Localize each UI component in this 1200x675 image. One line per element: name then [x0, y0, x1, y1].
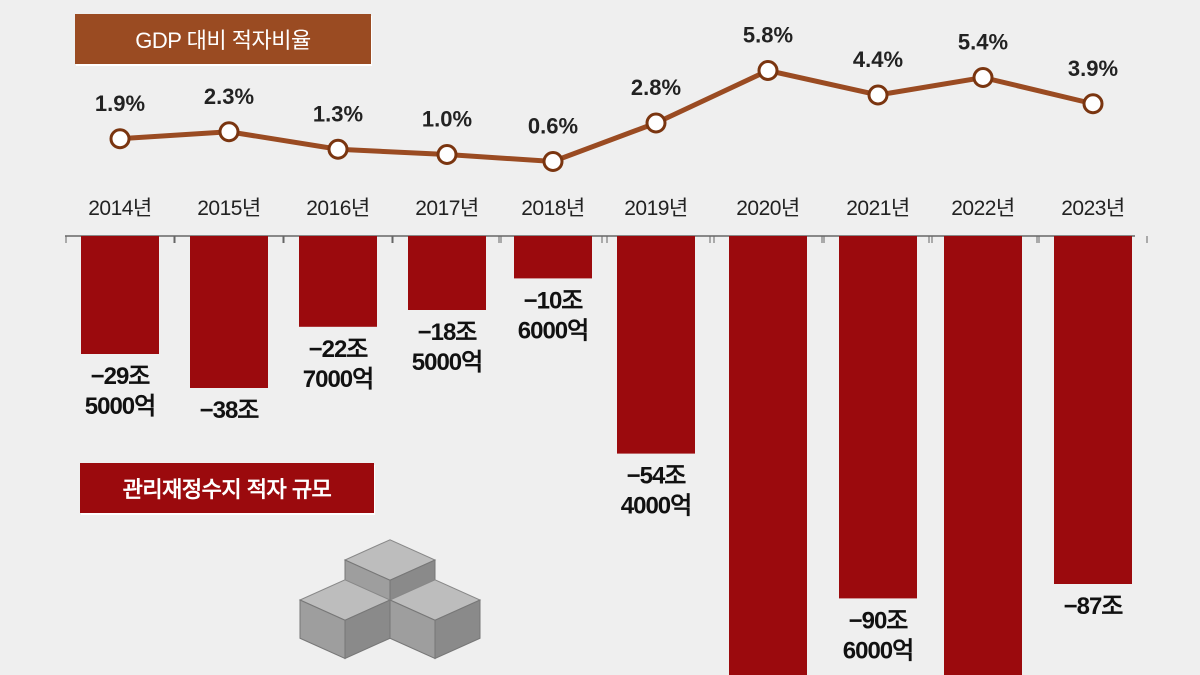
labels-group: −29조 5000억 −38조 −22조 7000억 −18조 5000억 −10조 6000억… — [85, 23, 1126, 665]
bar-data-label: 6000억 — [843, 637, 913, 664]
x-tick-label: 2015년 — [197, 197, 261, 220]
x-tick-label: 2021년 — [846, 197, 910, 220]
line-point-2015년 — [218, 121, 240, 143]
gdp-ratio-line — [119, 67, 1094, 165]
line-group — [109, 60, 1104, 172]
x-tick-label: 2019년 — [624, 197, 688, 220]
line-data-label: 5.8% — [743, 23, 793, 48]
line-chart-title: GDP 대비 적자비율 — [75, 14, 371, 64]
bar-2015년 — [190, 236, 268, 388]
bar-2017년 — [408, 236, 486, 310]
line-data-label: 2.8% — [631, 75, 681, 100]
line-point-2016년 — [327, 138, 349, 160]
line-data-label: 1.3% — [313, 101, 363, 126]
x-tick-label: 2018년 — [521, 197, 585, 220]
line-point-2018년 — [542, 151, 564, 172]
bars-group — [65, 236, 1148, 675]
line-data-label: 2.3% — [204, 84, 254, 109]
line-data-label: 4.4% — [853, 47, 903, 72]
bar-data-label: −22조 — [309, 336, 369, 363]
line-data-label: 1.9% — [95, 91, 145, 116]
x-tick-label: 2023년 — [1061, 197, 1125, 220]
bar-data-label: −10조 — [524, 287, 584, 314]
bar-data-label: 6000억 — [518, 317, 588, 344]
money-bundle-right — [434, 599, 481, 660]
line-data-label: 5.4% — [958, 30, 1008, 55]
bar-data-label: 5000억 — [412, 349, 482, 376]
money-stack-illustration — [298, 539, 482, 660]
x-tick-label: 2016년 — [306, 197, 370, 220]
x-tick-label: 2014년 — [88, 197, 152, 220]
line-point-2019년 — [645, 112, 667, 134]
line-point-2023년 — [1082, 93, 1104, 115]
bar-chart-title: 관리재정수지 적자 규모 — [80, 463, 374, 513]
bar-data-label: −54조 — [627, 463, 687, 490]
bar-data-label: −38조 — [200, 397, 260, 424]
bar-data-label: −29조 — [91, 363, 151, 390]
x-tick-label: 2022년 — [951, 197, 1015, 220]
bar-2021년 — [839, 236, 917, 599]
bar-2022년 — [944, 236, 1022, 675]
bar-2014년 — [81, 236, 159, 354]
bar-2023년 — [1054, 236, 1132, 584]
line-point-2014년 — [109, 128, 131, 150]
line-data-label: 0.6% — [528, 114, 578, 139]
x-tick-label: 2020년 — [736, 197, 800, 220]
line-data-label: 1.0% — [422, 107, 472, 132]
x-tick-label: 2017년 — [415, 197, 479, 220]
line-point-2020년 — [757, 60, 779, 81]
bar-data-label: 7000억 — [303, 366, 373, 393]
bar-data-label: −87조 — [1064, 593, 1124, 620]
bar-data-label: −90조 — [849, 607, 909, 634]
bar-2016년 — [299, 236, 377, 327]
line-data-label: 3.9% — [1068, 56, 1118, 81]
bar-data-label: 4000억 — [621, 493, 691, 520]
bar-2018년 — [514, 236, 592, 279]
bar-2019년 — [617, 236, 695, 454]
line-point-2022년 — [972, 67, 994, 88]
line-point-2017년 — [436, 144, 458, 165]
line-point-2021년 — [867, 84, 889, 106]
bar-2020년 — [729, 236, 807, 675]
bar-data-label: 5000억 — [85, 393, 155, 420]
bar-data-label: −18조 — [418, 319, 478, 346]
